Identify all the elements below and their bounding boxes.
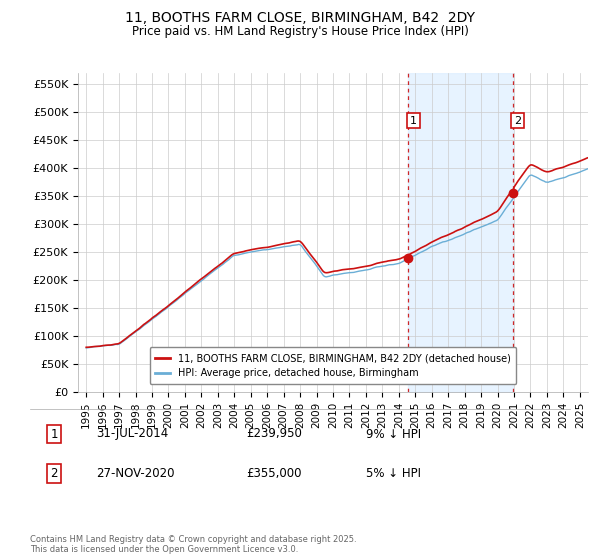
Text: 31-JUL-2014: 31-JUL-2014: [96, 427, 168, 441]
Text: Contains HM Land Registry data © Crown copyright and database right 2025.
This d: Contains HM Land Registry data © Crown c…: [30, 535, 356, 554]
Text: 9% ↓ HPI: 9% ↓ HPI: [366, 427, 421, 441]
Text: 1: 1: [50, 427, 58, 441]
Text: Price paid vs. HM Land Registry's House Price Index (HPI): Price paid vs. HM Land Registry's House …: [131, 25, 469, 38]
Text: 11, BOOTHS FARM CLOSE, BIRMINGHAM, B42  2DY: 11, BOOTHS FARM CLOSE, BIRMINGHAM, B42 2…: [125, 11, 475, 25]
Text: 5% ↓ HPI: 5% ↓ HPI: [366, 466, 421, 480]
Text: 2: 2: [50, 466, 58, 480]
Legend: 11, BOOTHS FARM CLOSE, BIRMINGHAM, B42 2DY (detached house), HPI: Average price,: 11, BOOTHS FARM CLOSE, BIRMINGHAM, B42 2…: [149, 347, 517, 384]
Text: 2: 2: [514, 116, 521, 125]
Text: £355,000: £355,000: [246, 466, 302, 480]
Text: £239,950: £239,950: [246, 427, 302, 441]
Text: 27-NOV-2020: 27-NOV-2020: [96, 466, 175, 480]
Text: 1: 1: [410, 116, 417, 125]
